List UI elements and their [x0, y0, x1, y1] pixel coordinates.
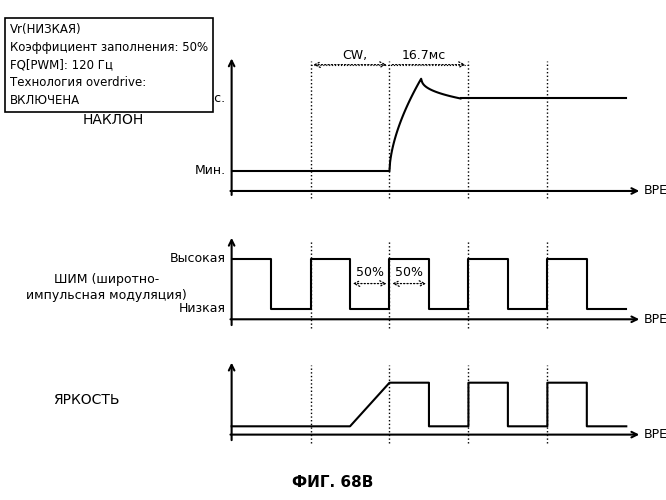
Text: 50%: 50% — [395, 266, 423, 280]
Text: ЯРКОСТЬ: ЯРКОСТЬ — [53, 393, 120, 407]
Text: Низкая: Низкая — [178, 302, 226, 315]
Text: импульсная модуляция): импульсная модуляция) — [26, 288, 187, 302]
Text: ВРЕМЯ: ВРЕМЯ — [644, 313, 666, 326]
Text: ВРЕМЯ: ВРЕМЯ — [644, 428, 666, 441]
Text: Мин.: Мин. — [194, 164, 226, 177]
Text: ШИМ (широтно-: ШИМ (широтно- — [54, 274, 159, 286]
Text: НАКЛОН: НАКЛОН — [83, 113, 144, 127]
Text: 50%: 50% — [356, 266, 384, 280]
Text: ВРЕМЯ: ВРЕМЯ — [644, 184, 666, 198]
Text: Высокая: Высокая — [170, 252, 226, 265]
Text: ФИГ. 68В: ФИГ. 68В — [292, 475, 374, 490]
Text: Vr(НИЗКАЯ)
Коэффициент заполнения: 50%
FQ[PWM]: 120 Гц
Технология overdrive:
ВКЛ: Vr(НИЗКАЯ) Коэффициент заполнения: 50% F… — [10, 22, 208, 107]
Text: Макс.: Макс. — [188, 92, 226, 105]
Text: 16.7мс: 16.7мс — [402, 50, 446, 62]
Text: CW,: CW, — [342, 50, 367, 62]
